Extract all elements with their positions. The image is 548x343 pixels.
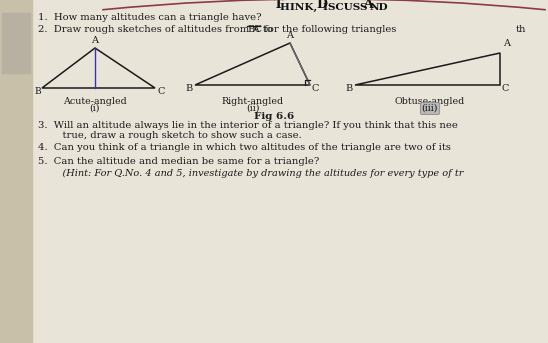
- Text: T: T: [274, 0, 283, 12]
- Text: A: A: [287, 31, 294, 40]
- Text: HINK,: HINK,: [280, 2, 324, 12]
- Text: B: B: [186, 84, 193, 93]
- Text: ISCUSS: ISCUSS: [323, 2, 375, 12]
- Text: Obtuse-angled: Obtuse-angled: [395, 97, 465, 106]
- Text: Acute-angled: Acute-angled: [63, 97, 127, 106]
- Text: C: C: [312, 84, 319, 93]
- Text: true, draw a rough sketch to show such a case.: true, draw a rough sketch to show such a…: [50, 131, 302, 141]
- Text: ND: ND: [370, 2, 389, 12]
- Bar: [0, 0, 32, 343]
- Text: (ii): (ii): [246, 104, 260, 113]
- Text: (Hint: For Q.No. 4 and 5, investigate by drawing the altitudes for every type of: (Hint: For Q.No. 4 and 5, investigate by…: [50, 168, 464, 178]
- FancyArrowPatch shape: [103, 0, 545, 10]
- Text: C: C: [502, 84, 510, 93]
- Text: (iii): (iii): [422, 104, 438, 113]
- Text: Right-angled: Right-angled: [222, 97, 284, 106]
- Text: Fig 6.6: Fig 6.6: [254, 112, 294, 121]
- Text: C: C: [157, 87, 164, 96]
- Text: 1.  How many altitudes can a triangle have?: 1. How many altitudes can a triangle hav…: [38, 13, 261, 23]
- Text: for the following triangles: for the following triangles: [261, 24, 396, 34]
- Text: B: B: [346, 84, 353, 93]
- Text: 4.  Can you think of a triangle in which two altitudes of the triangle are two o: 4. Can you think of a triangle in which …: [38, 143, 451, 153]
- Text: th: th: [516, 24, 527, 34]
- Text: BC: BC: [247, 24, 262, 34]
- Text: A: A: [503, 39, 510, 48]
- Text: B: B: [35, 87, 41, 96]
- Text: 3.  Will an altitude always lie in the interior of a triangle? If you think that: 3. Will an altitude always lie in the in…: [38, 120, 458, 130]
- Text: A: A: [363, 0, 373, 12]
- Text: A: A: [92, 36, 99, 45]
- Text: 2.  Draw rough sketches of altitudes from A to: 2. Draw rough sketches of altitudes from…: [38, 24, 276, 34]
- Text: (i): (i): [90, 104, 100, 113]
- Text: 5.  Can the altitude and median be same for a triangle?: 5. Can the altitude and median be same f…: [38, 156, 319, 166]
- Text: D: D: [316, 0, 327, 12]
- Bar: [2, 13, 30, 73]
